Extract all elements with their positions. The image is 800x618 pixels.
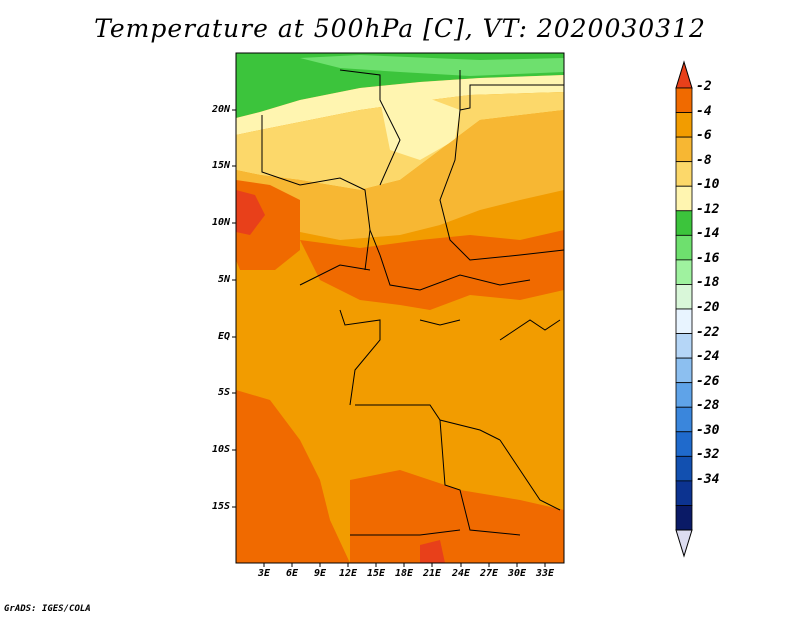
lon-label: 6E: [285, 568, 299, 579]
lat-label: 10S: [211, 444, 230, 455]
lon-label: 27E: [479, 568, 499, 579]
country-borders: [261, 69, 565, 536]
colorbar-label: -14: [696, 226, 720, 242]
colorbar-label: -12: [696, 201, 720, 217]
map-frame: [235, 52, 565, 564]
colorbar-label: -2: [696, 79, 712, 94]
colorbar-swatch: [675, 112, 693, 138]
lat-label: 5S: [217, 387, 230, 398]
colorbar-swatch: [675, 406, 693, 433]
lat-label: 20N: [211, 104, 230, 115]
colorbar-label: -28: [696, 398, 720, 414]
colorbar-swatch: [675, 234, 693, 261]
colorbar-label: -20: [696, 300, 720, 315]
credit-text: GrADS: IGES/COLA: [4, 604, 91, 614]
lon-label: 24E: [451, 568, 471, 579]
temperature-field: [236, 53, 564, 563]
lon-label: 21E: [422, 568, 442, 579]
colorbar-swatch: [675, 136, 693, 163]
lon-label: 18E: [394, 568, 414, 579]
colorbar-swatch: [675, 505, 693, 531]
colorbar-swatch: [675, 333, 693, 359]
colorbar-swatch: [675, 480, 693, 506]
colorbar: [675, 60, 693, 558]
lat-label: 10N: [211, 217, 230, 228]
lon-label: 3E: [257, 568, 271, 579]
lat-label: 15S: [211, 501, 230, 512]
colorbar-label: -24: [696, 349, 720, 365]
colorbar-label: -16: [696, 250, 720, 266]
colorbar-cap-top: [675, 60, 693, 89]
lat-ticks: [232, 109, 236, 508]
colorbar-swatch: [675, 431, 693, 457]
colorbar-label: -18: [696, 275, 720, 291]
map-title: Temperature at 500hPa [C], VT: 202003031…: [94, 14, 706, 43]
colorbar-label: -10: [696, 177, 720, 193]
lat-label: 15N: [211, 160, 230, 171]
colorbar-label: -6: [696, 128, 712, 144]
colorbar-label: -32: [696, 447, 720, 463]
colorbar-swatch: [675, 382, 693, 408]
colorbar-label: -26: [696, 373, 720, 389]
colorbar-label: -30: [696, 422, 720, 438]
lat-label: 5N: [217, 274, 230, 285]
colorbar-swatch: [675, 455, 693, 482]
colorbar-swatch: [675, 210, 693, 236]
lon-label: 30E: [507, 568, 527, 579]
colorbar-swatch: [675, 161, 693, 187]
colorbar-cap-bottom: [675, 529, 693, 558]
colorbar-label: -4: [696, 103, 712, 119]
lon-ticks: [263, 563, 546, 567]
lon-label: 15E: [366, 568, 386, 579]
colorbar-label: -8: [696, 152, 712, 168]
lon-label: 9E: [313, 568, 327, 579]
colorbar-label: -34: [696, 471, 720, 487]
colorbar-swatch: [675, 87, 693, 113]
colorbar-swatch: [675, 308, 693, 334]
colorbar-swatch: [675, 259, 693, 285]
lat-label: EQ: [217, 331, 230, 342]
lon-label: 12E: [338, 568, 358, 579]
colorbar-swatch: [675, 185, 693, 212]
colorbar-label: -22: [696, 324, 720, 340]
colorbar-swatch: [675, 357, 693, 384]
colorbar-swatch: [675, 284, 693, 310]
lon-label: 33E: [535, 568, 555, 579]
